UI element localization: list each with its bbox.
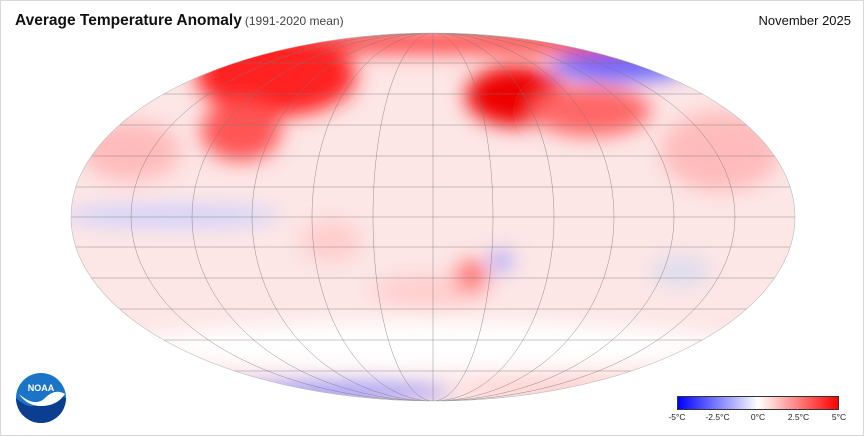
color-legend: -5°C -2.5°C 0°C 2.5°C 5°C [668,396,846,426]
legend-tick: 2.5°C [787,412,810,422]
map-date: November 2025 [758,13,852,28]
legend-tick: 5°C [831,412,847,422]
legend-colorbar [677,396,839,410]
svg-text:NOAA: NOAA [28,383,55,393]
legend-tick: 0°C [750,412,766,422]
title-text: Average Temperature Anomaly [15,12,242,29]
legend-tick: -5°C [668,412,686,422]
graticule [71,33,795,401]
legend-tick: -2.5°C [705,412,730,422]
noaa-logo: NOAA [15,372,67,429]
map-title: Average Temperature Anomaly (1991-2020 me… [15,12,344,30]
title-subtitle: (1991-2020 mean) [244,14,344,28]
